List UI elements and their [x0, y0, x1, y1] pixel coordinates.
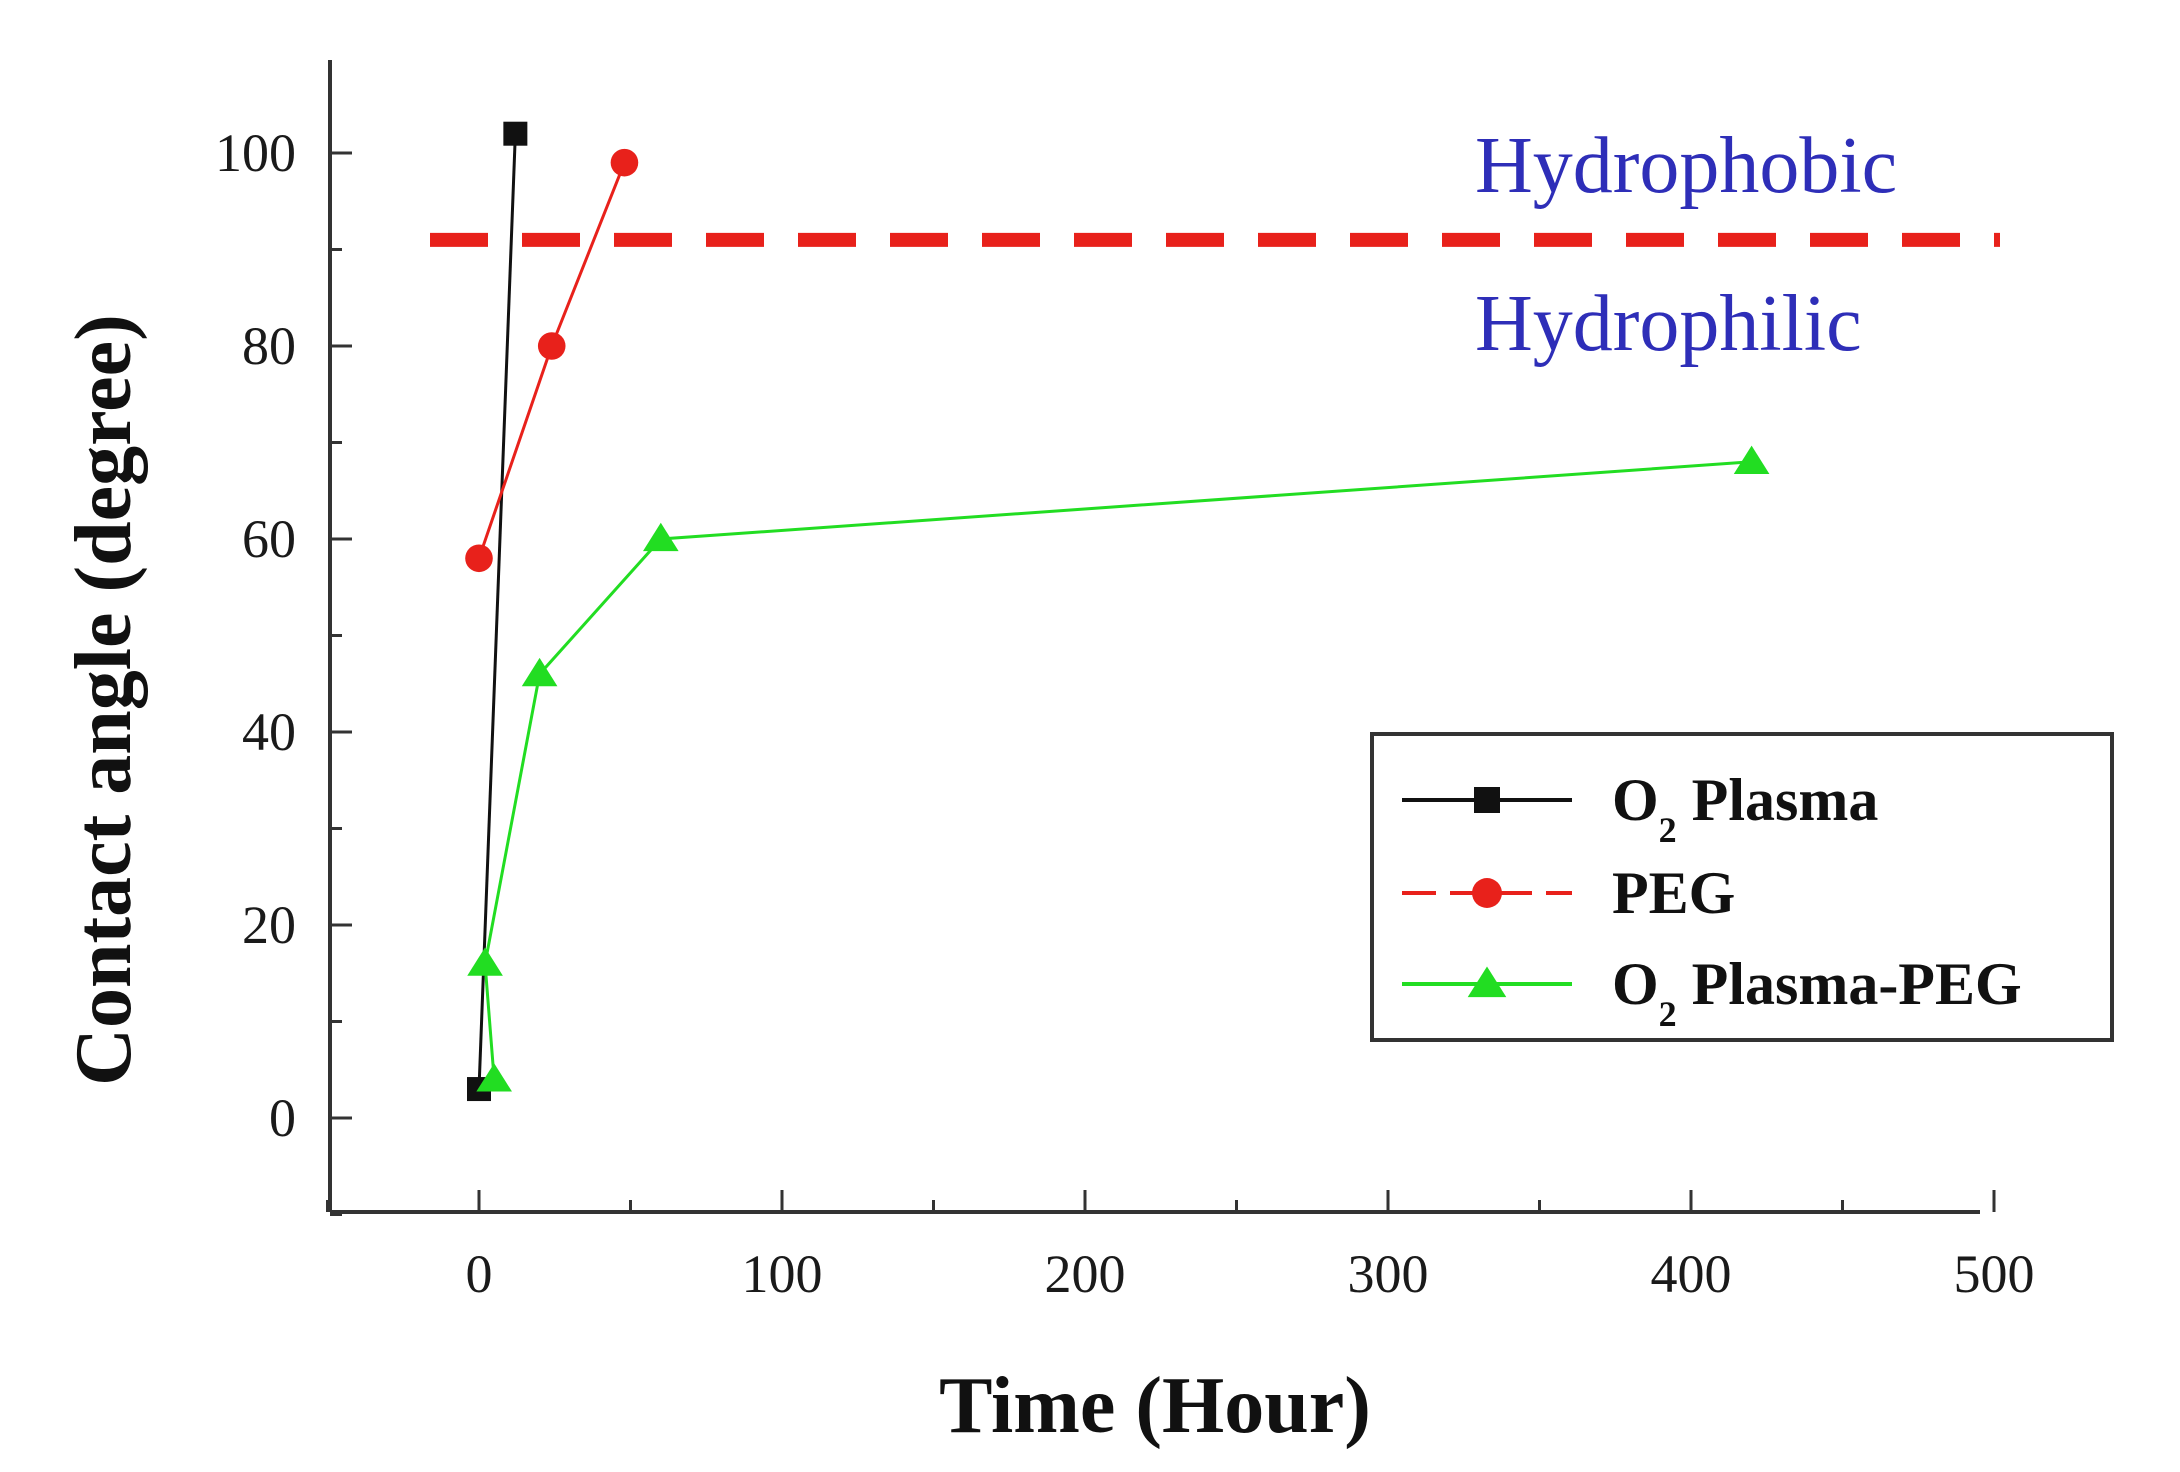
data-point	[1733, 445, 1770, 474]
data-point	[642, 522, 679, 552]
x-tick-label: 500	[1954, 1244, 2035, 1304]
x-ticks: 0 100 200 300 400 500	[326, 1190, 2035, 1304]
legend-label-sub: 2	[1659, 810, 1677, 850]
legend-item: O2 Plasma-PEG	[1402, 951, 2022, 1034]
legend-label: PEG	[1612, 860, 1735, 926]
y-tick-label: 20	[242, 895, 296, 955]
legend-label-main: O	[1612, 767, 1659, 833]
legend-label-main: O	[1612, 951, 1659, 1017]
x-tick-label: 300	[1348, 1244, 1429, 1304]
legend-label: O2 Plasma	[1612, 767, 1878, 850]
x-tick-label: 0	[466, 1244, 493, 1304]
series-layer	[465, 121, 1770, 1102]
y-tick-label: 80	[242, 316, 296, 376]
data-point	[537, 332, 566, 360]
y-tick-label: 100	[215, 123, 296, 183]
series-1	[465, 148, 639, 573]
legend-label: O2 Plasma-PEG	[1612, 951, 2022, 1034]
x-tick-label: 100	[742, 1244, 823, 1304]
legend-label-rest: Plasma-PEG	[1677, 951, 2022, 1017]
x-axis-title: Time (Hour)	[939, 1362, 1371, 1450]
data-point	[521, 657, 558, 687]
y-tick-label: 40	[242, 702, 296, 762]
legend-swatch-marker	[1467, 966, 1507, 998]
legend-swatch-marker	[1474, 787, 1500, 813]
legend-label-sub: 2	[1659, 994, 1677, 1034]
x-tick-label: 400	[1651, 1244, 1732, 1304]
y-axis-title: Contact angle (degree)	[60, 314, 148, 1086]
legend-label-rest: Plasma	[1677, 767, 1879, 833]
data-point	[610, 148, 639, 177]
hydrophobic-label: Hydrophobic	[1475, 122, 1897, 210]
data-point	[503, 121, 528, 146]
series-2	[467, 445, 1770, 1092]
legend-label-main: PEG	[1612, 860, 1735, 926]
hydrophilic-label: Hydrophilic	[1475, 280, 1862, 368]
data-point	[467, 947, 503, 976]
legend-item: O2 Plasma	[1402, 767, 1878, 850]
legend-swatch-marker	[1472, 878, 1502, 908]
data-point	[476, 1063, 512, 1092]
data-point	[465, 544, 493, 573]
series-line	[477, 162, 626, 559]
y-tick-label: 0	[269, 1088, 296, 1148]
series-0	[467, 121, 528, 1102]
legend-item: PEG	[1402, 860, 1735, 926]
y-tick-label: 60	[242, 509, 296, 569]
series-line	[477, 133, 517, 1090]
x-tick-label: 200	[1045, 1244, 1126, 1304]
y-ticks: 0 20 40 60 80 100	[215, 123, 352, 1216]
